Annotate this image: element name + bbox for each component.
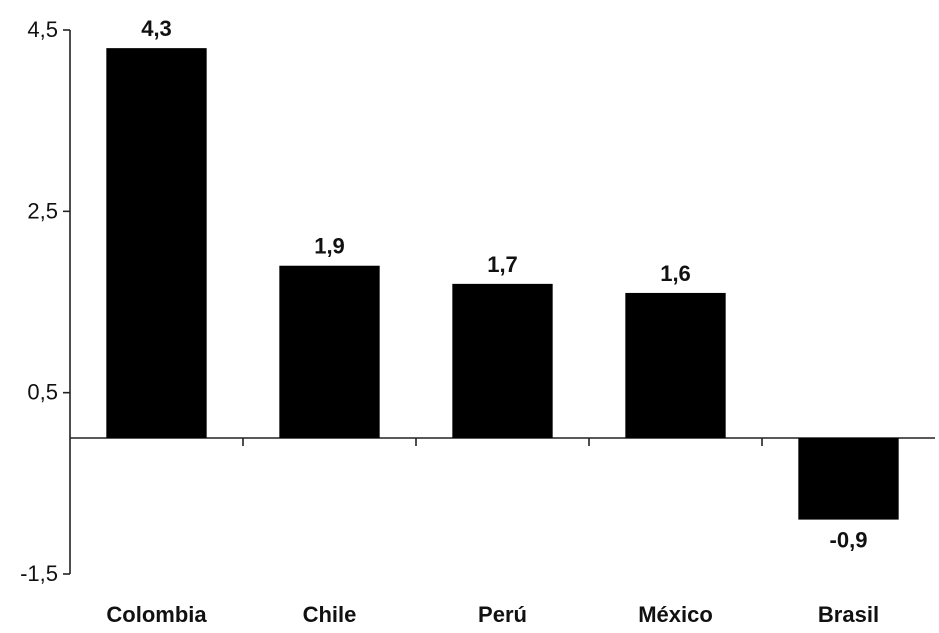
category-label: Brasil <box>818 602 879 627</box>
data-label: -0,9 <box>830 528 868 553</box>
y-tick-label: 2,5 <box>27 198 58 223</box>
bar-brasil <box>798 438 899 520</box>
category-label: Colombia <box>106 602 207 627</box>
y-tick-label: 0,5 <box>27 380 58 405</box>
bars <box>106 48 899 520</box>
data-label: 4,3 <box>141 16 172 41</box>
data-labels: 4,3 1,9 1,7 1,6 -0,9 <box>141 16 867 552</box>
y-tick-label: 4,5 <box>27 17 58 42</box>
bar-colombia <box>106 48 207 439</box>
data-label: 1,7 <box>487 252 518 277</box>
y-axis: 4,5 2,5 0,5 -1,5 <box>20 17 71 586</box>
data-label: 1,6 <box>660 261 691 286</box>
bar-chile <box>279 265 380 438</box>
category-label: Chile <box>303 602 357 627</box>
data-label: 1,9 <box>314 234 345 259</box>
y-tick-label: -1,5 <box>20 561 58 586</box>
category-label: Perú <box>478 602 527 627</box>
bar-méxico <box>625 292 726 438</box>
category-label: México <box>638 602 713 627</box>
bar-perú <box>452 283 553 438</box>
